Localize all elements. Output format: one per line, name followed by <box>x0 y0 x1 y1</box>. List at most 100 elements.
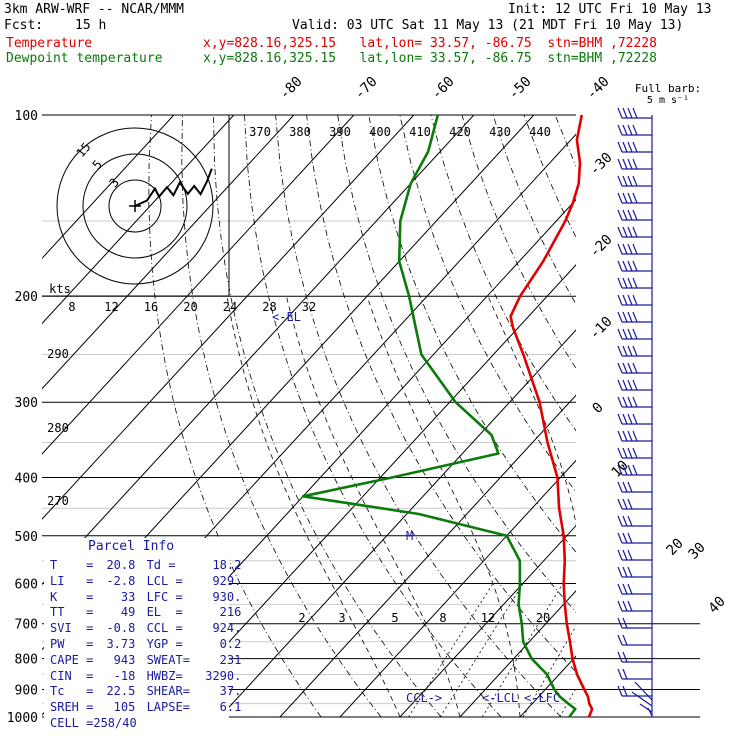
parcel-key: EL = <box>139 605 183 620</box>
moist-adiabat <box>487 296 576 527</box>
parcel-key: SVI = <box>50 621 94 636</box>
init-time: Init: 12 UTC Fri 10 May 13 <box>508 2 712 17</box>
parcel-value: -0.8 <box>106 621 136 636</box>
parcel-value: 3.73 <box>106 637 136 651</box>
parcel-row: Tc = 22.5 SHEAR= 37. <box>50 684 241 698</box>
theta-e-label-410: 410 <box>409 125 431 139</box>
moist-adiabat <box>366 296 521 717</box>
wind-barb-flag <box>617 396 623 408</box>
wind-barb-flag <box>622 311 628 323</box>
parcel-value: 105 <box>113 700 136 715</box>
dry-adiabat <box>492 115 576 305</box>
isotherm-label-minus80: -80 <box>277 74 306 103</box>
theta-e-label-400: 400 <box>369 125 391 139</box>
wind-barb-flag <box>617 566 623 578</box>
wind-barb-low <box>647 707 653 717</box>
wind-barb-flag <box>627 345 633 357</box>
wind-barb-flag <box>627 515 633 527</box>
isotherm-label-minus30: -30 <box>587 150 616 179</box>
parcel-key: SHEAR= <box>139 684 190 699</box>
wind-barb-flag <box>627 362 633 374</box>
isotherm-label-minus50: -50 <box>506 74 535 103</box>
parcel-key: YGP = <box>139 637 183 651</box>
wind-barb-flag <box>632 192 638 204</box>
dry-adiabat <box>648 115 740 717</box>
forecast-label: Fcst: <box>4 18 44 33</box>
parcel-row: CAPE = 943 SWEAT= 231 <box>50 653 241 667</box>
wind-barb-flag <box>617 481 623 493</box>
parcel-row: SVI = -0.8 CCL = 924. <box>50 621 241 635</box>
isotherm-line <box>42 115 355 455</box>
parcel-value: 22.5 <box>106 684 136 699</box>
dewpoint-location: x,y=828.16,325.15 lat,lon= 33.57, -86.75… <box>203 51 657 66</box>
mixed-layer-marker: M <box>406 529 413 543</box>
hodo-speed-label-20: 20 <box>183 300 197 314</box>
wind-barb-flag <box>632 345 638 357</box>
wind-barb-flag <box>627 209 633 221</box>
wind-barb-flag <box>622 583 628 595</box>
temperature-location: x,y=828.16,325.15 lat,lon= 33.57, -86.75… <box>203 36 657 51</box>
wind-barb-flag <box>622 447 628 459</box>
hodo-ring <box>56 127 214 285</box>
wind-barb-flag <box>617 226 623 238</box>
wind-barb-flag <box>617 668 623 680</box>
isotherm-label-0: 0 <box>590 400 607 417</box>
wind-barb-flag <box>632 311 638 323</box>
hodo-speed-label-28: 28 <box>262 300 276 314</box>
dry-adiabat <box>586 115 740 717</box>
isotherm-line <box>42 115 175 260</box>
wind-barb-flag <box>617 328 623 340</box>
wind-barb-flag <box>617 464 623 476</box>
pressure-label-200: 200 <box>15 290 38 305</box>
wind-barb-flag <box>627 260 633 272</box>
wind-barb-flag <box>622 294 628 306</box>
parcel-value: 258/40 <box>93 716 137 730</box>
wind-barb-flag <box>622 532 628 544</box>
wind-barb-flag <box>617 379 623 391</box>
wind-barb-flag <box>627 549 633 561</box>
parcel-key: LI = <box>50 573 94 588</box>
wind-barb-flag <box>622 685 628 697</box>
wind-barb-flag <box>632 260 638 272</box>
wind-barb-flag <box>627 583 633 595</box>
isotherm-label-minus70: -70 <box>352 74 381 103</box>
wind-barb-flag <box>622 549 628 561</box>
dry-adiabat <box>181 115 382 717</box>
parcel-key: HWBZ= <box>139 668 183 683</box>
wind-barb-flag <box>617 447 623 459</box>
wind-barb-flag <box>632 243 638 255</box>
dry-adiabat-label-280: 280 <box>47 421 69 435</box>
wind-barb-flag <box>622 515 628 527</box>
wind-barb-flag <box>632 294 638 306</box>
dry-adiabat <box>430 115 576 432</box>
isotherm-label-minus60: -60 <box>429 74 458 103</box>
theta-e-label-370: 370 <box>249 125 271 139</box>
pressure-label-700: 700 <box>15 618 38 633</box>
parcel-key: K = <box>50 589 94 604</box>
wind-barb-flag <box>622 430 628 442</box>
isotherm-label-20: 20 <box>664 536 687 559</box>
wind-barb-flag <box>617 277 623 289</box>
parcel-value: 49 <box>120 605 136 620</box>
wind-barb-flag <box>622 600 628 612</box>
wind-barb-flag <box>632 379 638 391</box>
dry-adiabat <box>244 115 502 717</box>
wind-barb-flag <box>622 107 628 119</box>
pressure-label-100: 100 <box>15 109 38 124</box>
wind-barb-flag <box>622 345 628 357</box>
isotherm-line <box>580 115 740 717</box>
isotherm-label-40: 40 <box>706 594 729 617</box>
pressure-label-1000: 1000 <box>7 711 38 726</box>
parcel-value: 231 <box>219 652 242 667</box>
parcel-value: 3290. <box>205 668 242 683</box>
isotherm-line <box>42 115 235 325</box>
model-title: 3km ARW-WRF -- NCAR/MMM <box>4 2 185 17</box>
wind-barb-flag <box>627 396 633 408</box>
wind-barb-flag <box>627 600 633 612</box>
parcel-key: LFC = <box>139 589 183 604</box>
wind-barb-flag <box>627 294 633 306</box>
wind-barb-flag <box>627 158 633 170</box>
wind-barb-flag <box>632 396 638 408</box>
pressure-label-800: 800 <box>15 653 38 668</box>
